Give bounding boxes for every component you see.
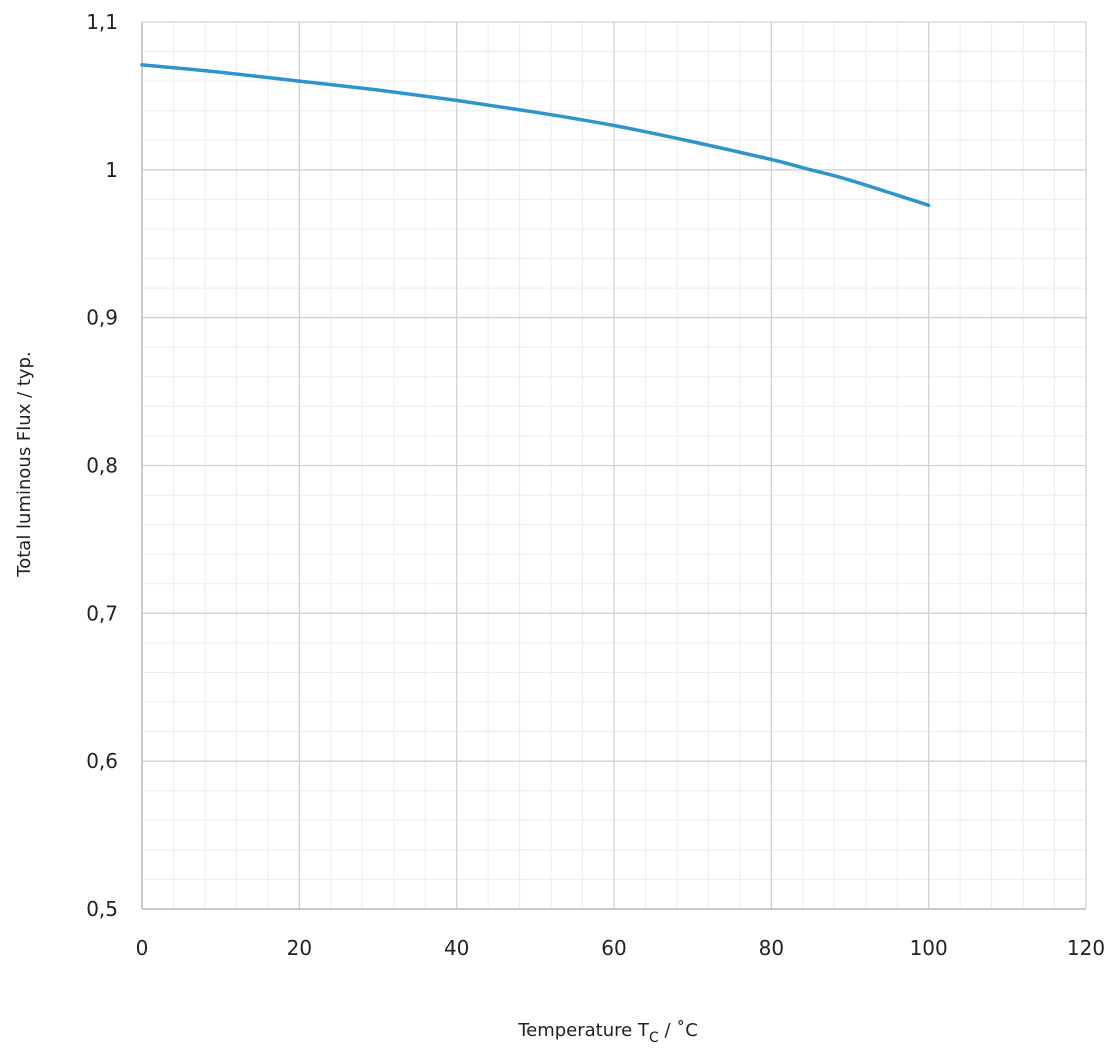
series-layer: [140, 63, 931, 208]
y-tick-label: 0,5: [86, 897, 118, 921]
major-grid: [141, 21, 1087, 910]
y-tick-label: 0,6: [86, 749, 118, 773]
x-axis-title-subscript: C: [649, 1030, 659, 1046]
y-axis-title: Total luminous Flux / typ.: [14, 351, 35, 577]
y-tick-label: 0,7: [86, 601, 118, 625]
y-tick-label: 1: [105, 158, 118, 182]
x-tick-label: 120: [1067, 936, 1105, 960]
x-tick-label: 40: [444, 936, 469, 960]
x-tick-label: 20: [287, 936, 312, 960]
y-tick-label: 1,1: [86, 10, 118, 34]
x-tick-label: 0: [136, 936, 149, 960]
x-axis-title-main: Temperature T: [517, 1020, 650, 1041]
x-tick-label: 60: [601, 936, 626, 960]
axes: [141, 22, 1086, 910]
x-tick-label: 100: [910, 936, 948, 960]
y-tick-label: 0,8: [86, 454, 118, 478]
x-tick-label: 80: [759, 936, 784, 960]
x-axis-title: Temperature TC / ˚C: [517, 1020, 698, 1046]
x-axis-title-unit: / ˚C: [659, 1020, 698, 1041]
series-line: [140, 63, 931, 208]
y-tick-label: 0,9: [86, 306, 118, 330]
tick-labels: 0 20 40 60 80 100 120 0,5 0,6 0,7 0,8 0,9 1 1,1: [86, 10, 1105, 960]
